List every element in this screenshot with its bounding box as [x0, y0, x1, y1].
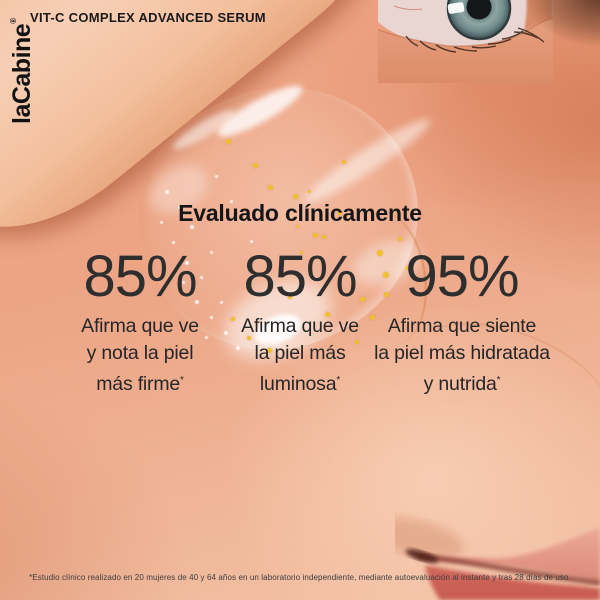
stat-hydration: 95% Afirma que siente la piel más hidrat… [362, 246, 562, 398]
serum-bead [308, 190, 311, 193]
serum-speck [185, 261, 189, 265]
serum-speck [210, 251, 213, 254]
stat-line: y nutrida* [362, 367, 562, 398]
brand-logo-text: laCabine [8, 23, 36, 124]
mouth-line [416, 553, 600, 586]
serum-bead [377, 250, 383, 256]
serum-speck [195, 300, 199, 304]
serum-bead [226, 139, 231, 144]
serum-speck [255, 210, 257, 212]
mouth-corner-crease [405, 549, 439, 563]
serum-speck [182, 281, 185, 284]
stat-line: Afirma que siente [387, 315, 537, 337]
footnote-marker: * [180, 375, 184, 386]
eye-veins [393, 5, 423, 11]
clinical-heading: Evaluado clínicamente [178, 200, 422, 226]
footnote-marker: * [496, 375, 501, 386]
serum-speck [210, 316, 213, 319]
serum-speck [240, 220, 242, 222]
serum-bead [288, 295, 292, 299]
serum-bead [322, 235, 326, 239]
footnote-disclaimer: *Estudio clínico realizado en 20 mujeres… [29, 573, 571, 582]
stat-line-text: más firme [96, 373, 181, 395]
serum-bead [253, 163, 258, 168]
stat-value: 85% [243, 244, 357, 309]
stat-line: y nota la piel [86, 342, 194, 364]
serum-bead [267, 348, 272, 353]
stat-description: Afirma que ve la piel más luminosa* [200, 313, 400, 398]
serum-bead [293, 194, 298, 199]
serum-speck [250, 240, 253, 243]
serum-bead [383, 272, 389, 278]
serum-speck [220, 301, 223, 304]
serum-bead [268, 185, 273, 190]
stats-row: 85% Afirma que ve y nota la piel más fir… [0, 246, 600, 406]
serum-bead [355, 340, 359, 344]
footnote-marker: * [336, 375, 341, 386]
serum-bead [342, 160, 346, 164]
serum-speck [224, 331, 228, 335]
serum-bead [406, 266, 410, 270]
serum-speck [190, 225, 194, 229]
stat-line: luminosa* [200, 367, 400, 398]
brow-lash-shadow [485, 0, 600, 92]
serum-bead [313, 233, 318, 238]
serum-bead [296, 225, 299, 228]
serum-bead [398, 237, 402, 241]
serum-speck [236, 346, 240, 350]
stat-line-text: luminosa [259, 373, 337, 395]
stat-line: la piel más hidratada [374, 342, 550, 364]
product-title: VIT-C COMPLEX ADVANCED SERUM [30, 10, 266, 25]
serum-speck [160, 221, 163, 224]
serum-speck [230, 200, 233, 203]
serum-speck [205, 336, 208, 339]
eye-highlight [447, 2, 465, 14]
stat-description: Afirma que ve y nota la piel más firme* [40, 313, 240, 398]
serum-speck [178, 206, 181, 209]
brand-logo: laCabine® [8, 18, 37, 124]
serum-speck [165, 190, 169, 194]
serum-bead [384, 292, 389, 297]
upper-lip [425, 528, 600, 582]
serum-bead [360, 297, 365, 302]
serum-bead [325, 312, 330, 317]
stat-line: la piel más [254, 342, 346, 364]
stat-line: Afirma que ve [241, 315, 359, 337]
serum-speck [172, 241, 175, 244]
serum-bead [370, 315, 375, 320]
serum-bead [338, 211, 342, 215]
stat-line-text: y nutrida [423, 373, 497, 395]
serum-speck [215, 175, 218, 178]
stat-line: Afirma que ve [81, 315, 199, 337]
serum-bead [300, 251, 303, 254]
serum-bead [247, 336, 251, 340]
mouth-corner-shadow [395, 517, 464, 559]
serum-speck [200, 276, 203, 279]
stat-luminosity: 85% Afirma que ve la piel más luminosa* [200, 246, 400, 398]
lower-lip [425, 565, 600, 600]
stat-description: Afirma que siente la piel más hidratada … [362, 313, 562, 398]
lips [395, 517, 600, 600]
registered-mark: ® [9, 18, 18, 24]
stat-value: 85% [83, 244, 197, 309]
stat-value: 95% [405, 244, 519, 309]
stat-line: más firme* [40, 367, 240, 398]
stat-firmness: 85% Afirma que ve y nota la piel más fir… [40, 246, 240, 398]
serum-bead [231, 317, 235, 321]
